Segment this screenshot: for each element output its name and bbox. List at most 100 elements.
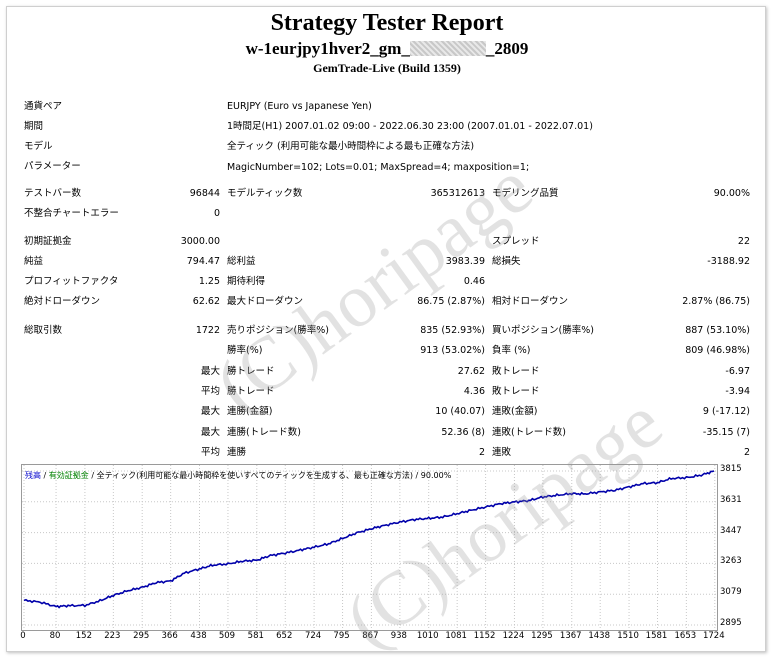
x-tick-label: 581 bbox=[247, 631, 264, 641]
consec-loss-count-value: -35.15 (7) bbox=[702, 427, 750, 438]
x-tick-label: 1224 bbox=[502, 631, 525, 641]
max-drawdown-label: 最大ドローダウン bbox=[227, 296, 304, 307]
deposit-label: 初期証拠金 bbox=[24, 236, 72, 247]
y-tick-label: 3631 bbox=[720, 494, 742, 505]
avg-consec-win-label: 連勝 bbox=[227, 447, 247, 458]
abs-drawdown-value: 62.62 bbox=[192, 296, 220, 307]
model-value: 全ティック (利用可能な最小時間枠による最も正確な方法) bbox=[227, 141, 475, 152]
quality-label: モデリング品質 bbox=[492, 188, 559, 199]
expected-payoff-label: 期待利得 bbox=[227, 276, 266, 287]
x-tick-label: 366 bbox=[161, 631, 178, 641]
x-tick-label: 0 bbox=[20, 631, 26, 641]
total-trades-value: 1722 bbox=[195, 325, 220, 336]
max-word-3: 最大 bbox=[200, 427, 220, 438]
max-loss-label: 敗トレード bbox=[492, 366, 540, 377]
x-tick-label: 509 bbox=[218, 631, 236, 641]
consec-win-money-label: 連勝(金額) bbox=[227, 406, 273, 417]
mismatch-value: 0 bbox=[213, 208, 220, 219]
x-tick-label: 1653 bbox=[674, 631, 697, 641]
short-positions-label: 売りポジション(勝率%) bbox=[227, 325, 329, 336]
avg-win-value: 4.36 bbox=[463, 386, 485, 397]
max-loss-value: -6.97 bbox=[725, 366, 750, 377]
consec-loss-money-label: 連敗(金額) bbox=[492, 406, 538, 417]
balance-chart-svg bbox=[22, 465, 717, 630]
expert-name-prefix: w-1eurjpy1hver2_gm_ bbox=[245, 39, 410, 58]
max-drawdown-value: 86.75 (2.87%) bbox=[417, 296, 485, 307]
long-positions-value: 887 (53.10%) bbox=[685, 325, 750, 336]
x-tick-label: 1367 bbox=[559, 631, 582, 641]
net-value: 794.47 bbox=[186, 256, 220, 267]
spread-label: スプレッド bbox=[492, 236, 540, 247]
avg-consec-loss-label: 連敗 bbox=[492, 447, 512, 458]
legend-equity: 有効証拠金 bbox=[48, 471, 89, 480]
gross-profit-label: 総利益 bbox=[227, 256, 256, 267]
rel-drawdown-label: 相対ドローダウン bbox=[492, 296, 569, 307]
redacted-block bbox=[409, 41, 486, 56]
win-rate-label: 勝率(%) bbox=[227, 345, 263, 356]
avg-word-2: 平均 bbox=[200, 447, 220, 458]
gross-loss-value: -3188.92 bbox=[707, 256, 750, 267]
avg-loss-value: -3.94 bbox=[725, 386, 750, 397]
short-positions-value: 835 (52.93%) bbox=[420, 325, 485, 336]
expert-name-suffix: _2809 bbox=[485, 39, 529, 58]
x-tick-label: 1152 bbox=[473, 631, 496, 641]
spread-value: 22 bbox=[737, 236, 750, 247]
x-tick-label: 80 bbox=[49, 631, 61, 641]
x-tick-label: 152 bbox=[75, 631, 93, 641]
ticks-label: モデルティック数 bbox=[227, 188, 303, 199]
legend-balance: 残高 bbox=[25, 471, 41, 480]
bars-label: テストバー数 bbox=[24, 188, 82, 199]
x-tick-label: 1081 bbox=[445, 631, 467, 641]
legend-quality: 90.00% bbox=[420, 471, 452, 480]
profit-factor-label: プロフィットファクタ bbox=[24, 276, 119, 287]
consec-loss-count-label: 連敗(トレード数) bbox=[492, 427, 566, 438]
x-tick-label: 795 bbox=[333, 631, 350, 641]
expected-payoff-value: 0.46 bbox=[463, 276, 485, 287]
y-tick-label: 2895 bbox=[720, 618, 742, 628]
deposit-value: 3000.00 bbox=[180, 236, 220, 247]
x-tick-label: 652 bbox=[276, 631, 293, 641]
x-tick-label: 1510 bbox=[617, 631, 639, 641]
consec-win-count-label: 連勝(トレード数) bbox=[227, 427, 301, 438]
bars-value: 96844 bbox=[189, 188, 220, 199]
x-tick-label: 1581 bbox=[645, 631, 668, 641]
legend-model: 全ティック(利用可能な最小時間枠を使いすべてのティックを生成する、最も正確な方法… bbox=[96, 471, 413, 480]
consec-loss-money-value: 9 (-17.12) bbox=[702, 406, 750, 417]
max-win-value: 27.62 bbox=[457, 366, 485, 377]
chart-legend: 残高 / 有効証拠金 / 全ティック(利用可能な最小時間枠を使いすべてのティック… bbox=[25, 471, 452, 480]
net-label: 純益 bbox=[24, 256, 44, 267]
balance-series-line bbox=[23, 470, 715, 609]
y-tick-label: 3263 bbox=[720, 556, 742, 567]
avg-consec-win-value: 2 bbox=[478, 447, 485, 458]
x-tick-label: 295 bbox=[133, 631, 150, 641]
server-build: GemTrade-Live (Build 1359) bbox=[313, 61, 461, 75]
symbol-value: EURJPY (Euro vs Japanese Yen) bbox=[227, 101, 372, 112]
x-tick-label: 724 bbox=[304, 631, 322, 641]
max-word-2: 最大 bbox=[200, 406, 220, 417]
x-tick-label: 438 bbox=[190, 631, 207, 641]
consec-win-count-value: 52.36 (8) bbox=[441, 427, 485, 438]
y-tick-label: 3815 bbox=[720, 464, 742, 474]
loss-rate-label: 負率 (%) bbox=[492, 345, 531, 356]
loss-rate-value: 809 (46.98%) bbox=[685, 345, 750, 356]
consec-win-money-value: 10 (40.07) bbox=[435, 406, 485, 417]
avg-loss-label: 敗トレード bbox=[492, 386, 540, 397]
max-word-1: 最大 bbox=[200, 366, 220, 377]
gross-loss-label: 総損失 bbox=[492, 256, 521, 267]
parameters-value: MagicNumber=102; Lots=0.01; MaxSpread=4;… bbox=[227, 162, 530, 173]
x-tick-label: 867 bbox=[362, 631, 379, 641]
ticks-value: 365312613 bbox=[430, 188, 485, 199]
avg-word-1: 平均 bbox=[200, 386, 220, 397]
avg-win-label: 勝トレード bbox=[227, 386, 275, 397]
x-tick-label: 938 bbox=[390, 631, 407, 641]
symbol-label: 通貨ペア bbox=[24, 101, 63, 112]
max-win-label: 勝トレード bbox=[227, 366, 275, 377]
win-rate-value: 913 (53.02%) bbox=[420, 345, 485, 356]
total-trades-label: 総取引数 bbox=[24, 325, 63, 336]
balance-chart bbox=[21, 464, 718, 631]
mismatch-label: 不整合チャートエラー bbox=[24, 208, 119, 219]
report-title: Strategy Tester Report bbox=[270, 10, 504, 36]
avg-consec-loss-value: 2 bbox=[743, 447, 750, 458]
period-value: 1時間足(H1) 2007.01.02 09:00 - 2022.06.30 2… bbox=[227, 121, 593, 132]
x-tick-label: 1438 bbox=[588, 631, 611, 641]
